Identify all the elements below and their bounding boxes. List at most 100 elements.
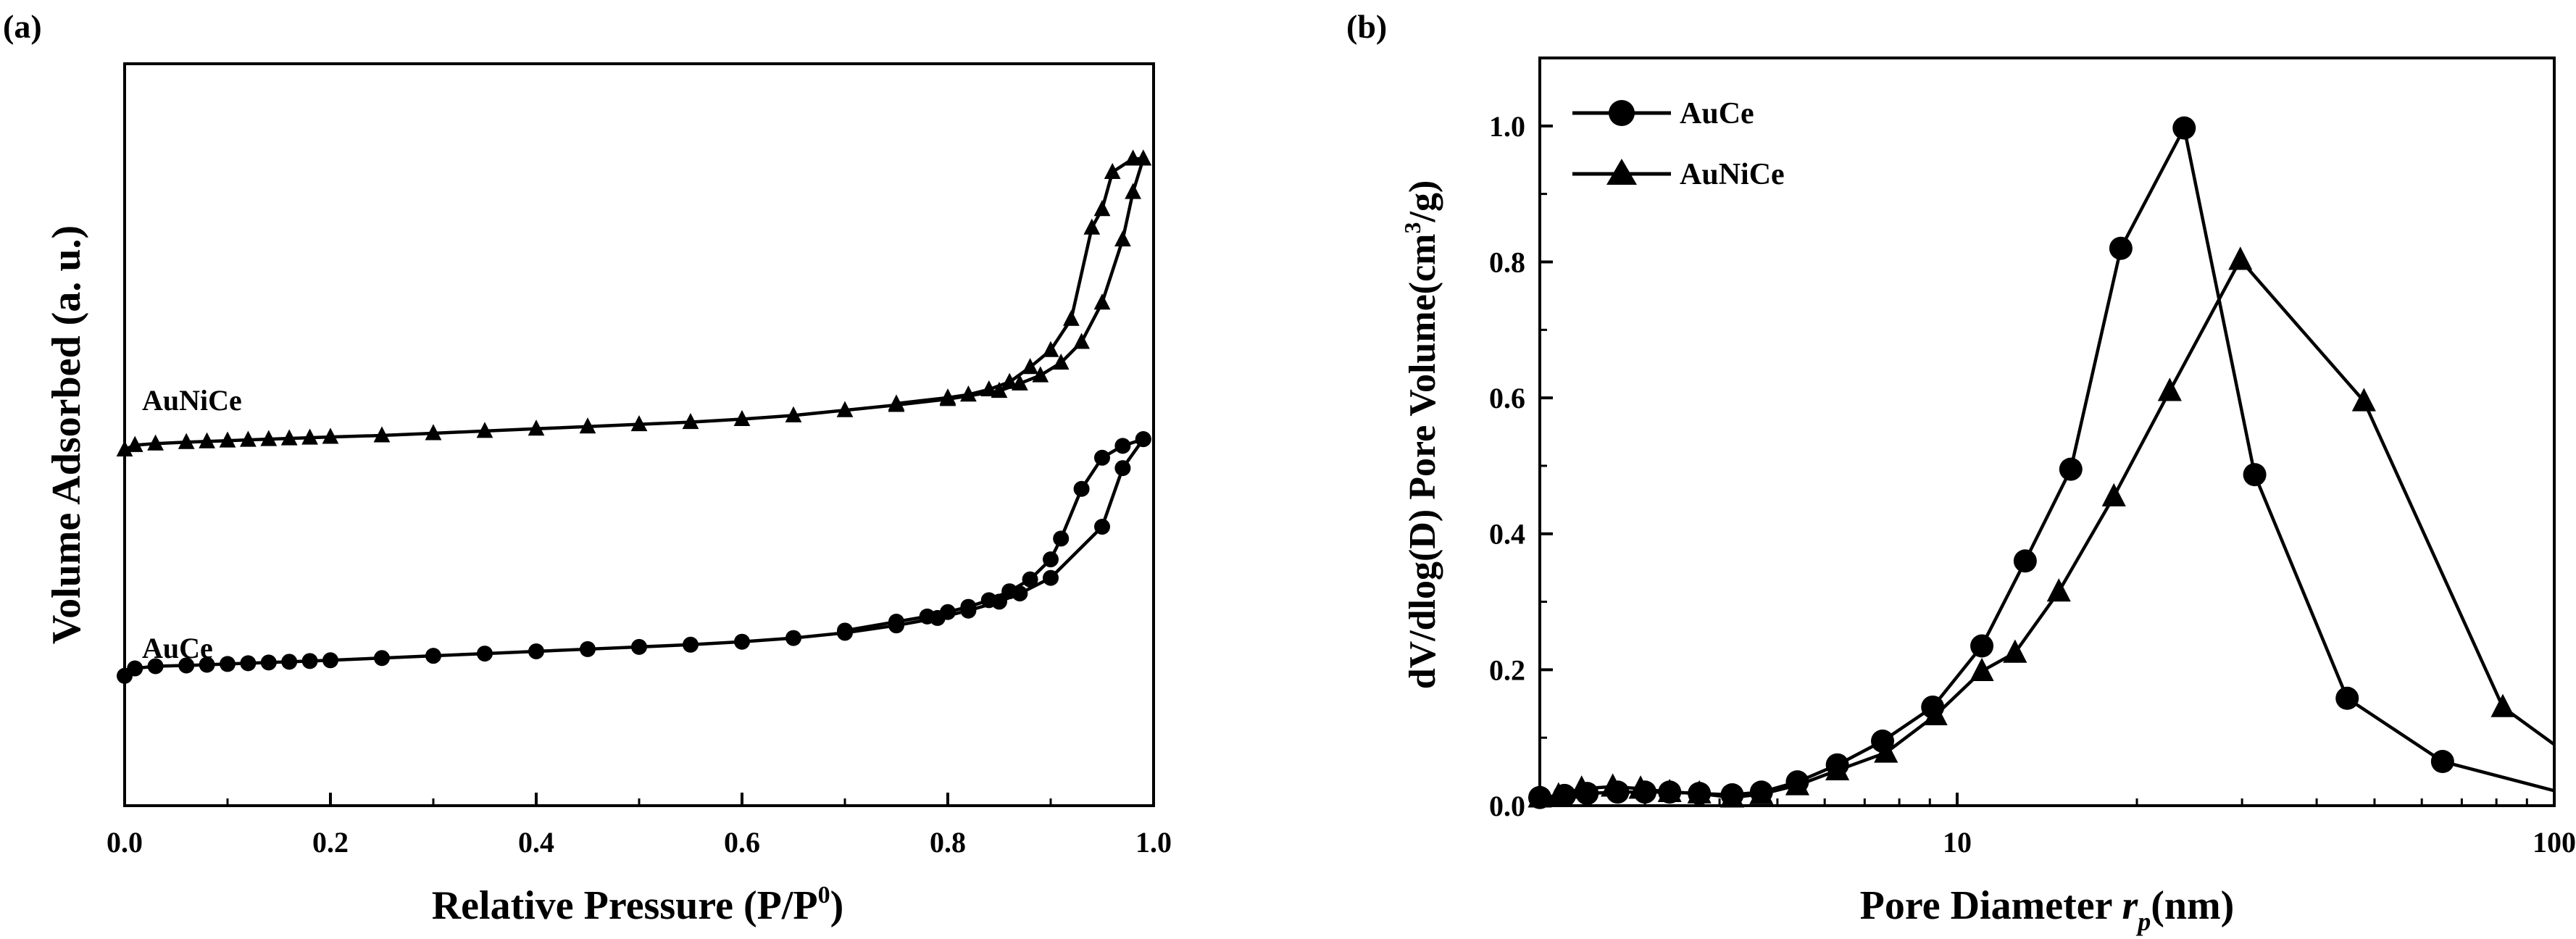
data-point-AuNiCe-adsorption (682, 412, 699, 430)
data-point-AuCe-adsorption (683, 636, 699, 653)
data-point-AuCe-adsorption (240, 655, 257, 672)
data-point-AuNiCe-desorption (980, 380, 998, 397)
data-point-AuCe-desorption (1022, 571, 1038, 588)
data-point-AuNiCe-adsorption (260, 430, 278, 446)
x-tick-label-a: 0.0 (107, 826, 143, 859)
data-point-AuNiCe (1628, 775, 1653, 799)
panel-b-legend: AuCe AuNiCe (1572, 97, 1785, 191)
data-point-AuNiCe-adsorption (733, 409, 751, 426)
data-point-AuCe-adsorption (1094, 518, 1110, 535)
data-point-AuNiCe-desorption (1104, 162, 1121, 179)
data-point-AuNiCe (2003, 639, 2027, 663)
legend-marker-auNiCe (1606, 159, 1637, 185)
panel-b-y-axis-title: dV/dlog(D) Pore Volume(cm3/g) (1399, 180, 1443, 690)
data-point-AuNiCe (2157, 377, 2182, 401)
data-point-AuNiCe (1785, 772, 1810, 796)
legend-label-auNiCe: AuNiCe (1680, 158, 1785, 191)
panel-a-isotherm-chart: (a) 0.0 0.2 0.4 0.6 0.8 1.0 AuNiCe AuCe Relat… (3, 8, 1172, 928)
panel-a-series-group (116, 149, 1152, 684)
data-point-AuNiCe-adsorption (1125, 183, 1141, 199)
x-tick-label-a: 1.0 (1135, 826, 1172, 859)
data-point-AuCe-adsorption (785, 630, 801, 646)
data-point-AuNiCe-adsorption (630, 415, 648, 432)
data-point-AuCe-desorption (1043, 551, 1059, 568)
data-point-AuNiCe-desorption (888, 394, 905, 411)
data-point-AuCe (2059, 457, 2083, 481)
data-point-AuCe-adsorption (528, 643, 544, 660)
data-point-AuNiCe-adsorption (219, 431, 236, 448)
data-point-AuCe (2013, 549, 2037, 573)
panel-a-x-axis-title: Relative Pressure (P/P0) (432, 882, 844, 928)
data-point-AuNiCe-desorption (1001, 372, 1018, 389)
data-point-AuNiCe-adsorption (199, 432, 215, 448)
data-point-AuCe-adsorption (425, 648, 441, 664)
data-point-AuNiCe (1570, 775, 1594, 799)
data-point-AuNiCe-adsorption (1032, 366, 1049, 383)
legend-label-auCe: AuCe (1680, 97, 1754, 130)
series-line-AuNiCe-adsorption (124, 158, 1145, 451)
y-tick-label-b: 0.6 (1489, 382, 1525, 414)
data-point-AuCe-desorption (940, 604, 956, 620)
x-tick-label-a: 0.2 (312, 826, 349, 859)
legend-marker-auCe (1609, 100, 1635, 126)
panel-a-x-axis: 0.0 0.2 0.4 0.6 0.8 1.0 (107, 793, 1172, 859)
panel-a-label: (a) (3, 8, 42, 45)
data-point-AuNiCe-adsorption (373, 426, 391, 443)
x-tick-label-a: 0.4 (518, 826, 554, 859)
data-point-AuCe-desorption (837, 622, 853, 639)
data-point-AuNiCe (1749, 780, 1774, 804)
data-point-AuNiCe (1720, 784, 1745, 808)
data-point-AuCe-adsorption (1114, 460, 1131, 477)
data-point-AuNiCe (1923, 701, 1948, 726)
data-point-AuNiCe-adsorption (322, 427, 339, 444)
data-point-AuNiCe-adsorption (147, 434, 164, 451)
data-point-AuNiCe-adsorption (836, 401, 854, 417)
data-point-AuNiCe (1657, 778, 1682, 803)
data-point-AuNiCe-adsorption (476, 422, 493, 438)
series-line-AuNiCe-desorption (896, 156, 1143, 406)
data-point-AuNiCe-adsorption (528, 420, 545, 436)
data-point-AuNiCe (1527, 784, 1552, 808)
data-point-AuNiCe-desorption (1125, 149, 1141, 166)
data-point-AuNiCe-adsorption (280, 429, 298, 446)
data-point-AuCe (2243, 463, 2267, 487)
data-point-AuCe (2430, 750, 2454, 774)
data-point-AuCe (2109, 236, 2133, 260)
panel-a-plot-frame (123, 62, 1155, 807)
data-point-AuCe-adsorption (580, 640, 596, 657)
data-point-AuCe-adsorption (199, 656, 215, 673)
data-point-AuCe-adsorption (147, 658, 164, 675)
data-point-AuNiCe-adsorption (240, 430, 257, 447)
data-point-AuNiCe-desorption (1042, 341, 1059, 357)
data-point-AuNiCe (1546, 782, 1571, 806)
data-point-AuNiCe-adsorption (425, 424, 442, 441)
data-point-AuNiCe-adsorption (126, 435, 143, 452)
series-label-auCe: AuCe (142, 632, 213, 664)
data-point-AuNiCe-desorption (939, 388, 956, 405)
data-point-AuCe-adsorption (220, 656, 235, 672)
data-point-AuNiCe-adsorption (1093, 293, 1111, 310)
data-point-AuNiCe-desorption (960, 385, 977, 402)
series-label-auNiCe: AuNiCe (142, 384, 242, 417)
data-point-AuNiCe (1601, 773, 1625, 797)
data-point-AuNiCe (2046, 578, 2071, 602)
data-point-AuCe-desorption (960, 598, 977, 615)
data-point-AuNiCe-adsorption (1073, 333, 1090, 349)
data-point-AuCe-desorption (1053, 530, 1070, 547)
data-point-AuNiCe-desorption (1093, 200, 1111, 217)
y-tick-label-b: 0.0 (1489, 790, 1525, 822)
panel-b-label: (b) (1346, 8, 1387, 45)
series-line-AuCe-adsorption (123, 438, 1145, 677)
panel-b-series-group (1527, 116, 2556, 809)
x-tick-label-b: 10 (1943, 826, 1972, 859)
panel-b-axes: 0.0 0.2 0.4 0.6 0.8 1.0 10 100 (1489, 110, 2576, 859)
data-point-AuCe-adsorption (1043, 569, 1059, 586)
data-point-AuCe-adsorption (127, 660, 143, 677)
data-point-AuCe-adsorption (477, 646, 493, 662)
data-point-AuNiCe (1687, 780, 1712, 804)
data-point-AuCe-adsorption (734, 633, 750, 650)
data-point-AuCe (2335, 686, 2359, 710)
data-point-AuNiCe (1874, 739, 1898, 763)
data-point-AuCe-adsorption (281, 654, 298, 670)
